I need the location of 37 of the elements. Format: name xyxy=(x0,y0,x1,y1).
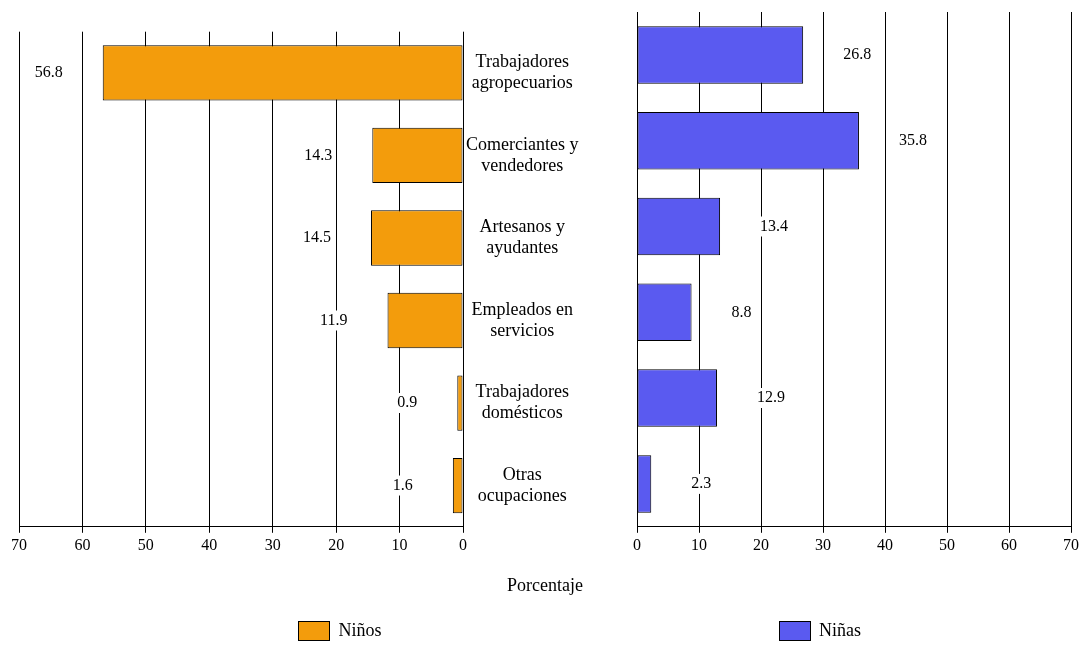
data-label: 1.6 xyxy=(392,475,413,493)
x-axis-title: Porcentaje xyxy=(506,575,584,596)
x-tick-label: 10 xyxy=(691,535,707,553)
data-label: 12.9 xyxy=(756,388,785,406)
x-tick-label: 70 xyxy=(11,535,27,553)
x-tick-label: 0 xyxy=(633,535,641,553)
data-label: 13.4 xyxy=(760,216,789,234)
x-tick-label: 60 xyxy=(74,535,91,553)
x-tick-label: 50 xyxy=(137,535,154,553)
x-tick-label: 50 xyxy=(939,535,955,553)
data-label: 26.8 xyxy=(843,45,872,63)
data-label: 2.3 xyxy=(691,474,712,492)
x-tick-label: 10 xyxy=(391,535,408,553)
x-tick-label: 30 xyxy=(264,535,281,553)
y-tick-label: Otras ocupaciones xyxy=(477,463,567,505)
x-tick-label: 40 xyxy=(201,535,218,553)
y-tick-label: Trabajadores agropecuarios xyxy=(471,51,573,93)
data-label: 56.8 xyxy=(34,63,63,81)
x-tick-label: 40 xyxy=(877,535,893,553)
data-label: 14.5 xyxy=(303,228,332,246)
data-label: 11.9 xyxy=(320,310,348,328)
y-tick-label: Artesanos y ayudantes xyxy=(479,216,565,258)
x-tick-label: 0 xyxy=(459,535,467,553)
legend-label: Niñas xyxy=(819,620,861,641)
x-tick-label: 60 xyxy=(1001,535,1017,553)
legend-label: Niños xyxy=(338,620,382,641)
data-label: 14.3 xyxy=(304,145,333,163)
y-tick-label: Trabajadores domésticos xyxy=(475,381,569,423)
x-tick-label: 20 xyxy=(328,535,345,553)
x-tick-label: 20 xyxy=(753,535,769,553)
data-label: 8.8 xyxy=(731,302,752,320)
data-label: 0.9 xyxy=(397,393,418,411)
y-tick-label: Empleados en servicios xyxy=(471,298,573,340)
x-tick-label: 70 xyxy=(1063,535,1079,553)
y-tick-label: Comerciantes y vendedores xyxy=(466,133,579,175)
data-label: 35.8 xyxy=(898,130,927,148)
x-tick-label: 30 xyxy=(815,535,831,553)
